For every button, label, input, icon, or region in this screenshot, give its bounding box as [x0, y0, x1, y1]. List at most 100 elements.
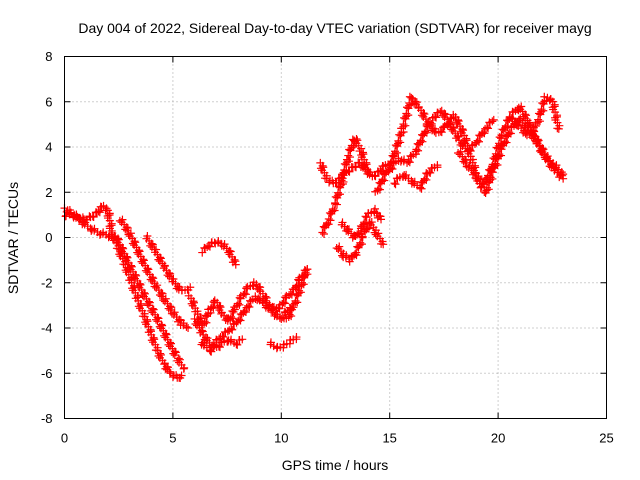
data-point: [432, 113, 441, 122]
series-arc-12: [318, 134, 373, 238]
data-point: [165, 367, 174, 376]
data-point: [340, 159, 349, 168]
data-point: [65, 210, 74, 219]
y-tick-label: 4: [45, 140, 52, 155]
data-point: [417, 184, 426, 193]
data-point: [391, 180, 400, 189]
series-arc-16: [385, 106, 498, 174]
data-point: [388, 165, 397, 174]
data-point: [404, 157, 413, 166]
data-point: [363, 165, 372, 174]
data-point: [416, 136, 425, 145]
data-point: [202, 318, 211, 327]
data-point: [344, 157, 353, 166]
data-point: [228, 314, 237, 323]
data-point: [528, 129, 537, 138]
data-point: [258, 297, 267, 306]
data-point: [407, 93, 416, 102]
data-point: [362, 213, 371, 222]
data-point: [210, 341, 219, 350]
data-point: [267, 306, 276, 315]
data-point: [324, 214, 333, 223]
data-point: [486, 173, 495, 182]
data-point: [495, 150, 504, 159]
axis-ticks: 0 5 10 15 20 25 -8 -6 -4 -2 0 2 4 6 8: [41, 49, 614, 446]
data-point: [405, 98, 414, 107]
data-point: [214, 342, 223, 351]
series-arc-13: [332, 218, 388, 266]
data-point: [235, 315, 244, 324]
data-point: [412, 145, 421, 154]
data-point: [502, 138, 511, 147]
data-point: [482, 183, 491, 192]
data-point: [527, 128, 536, 137]
y-tick-label: 6: [45, 94, 52, 109]
data-point: [430, 112, 439, 121]
x-tick-label: 25: [599, 431, 613, 446]
data-point: [326, 216, 335, 225]
data-point: [228, 325, 237, 334]
data-point: [390, 179, 399, 188]
data-point: [378, 175, 387, 184]
data-point: [416, 183, 425, 192]
data-point: [405, 158, 414, 167]
series-arc-5: [184, 265, 312, 330]
data-point: [436, 127, 445, 136]
data-point: [534, 115, 543, 124]
data-point: [553, 124, 562, 133]
data-point: [95, 208, 104, 217]
data-point: [246, 297, 255, 306]
data-point: [374, 184, 383, 193]
data-point: [554, 124, 563, 133]
data-point: [292, 333, 301, 342]
data-point: [399, 120, 408, 129]
series-arc-7: [197, 335, 247, 356]
data-point: [539, 106, 548, 115]
data-point: [88, 212, 97, 221]
data-point: [370, 171, 379, 180]
plot-frame: [64, 56, 607, 419]
data-point: [401, 121, 410, 130]
data-point: [205, 242, 214, 251]
data-point: [465, 146, 474, 155]
data-point: [364, 167, 373, 176]
y-tick-label: 8: [45, 49, 52, 64]
data-point: [473, 136, 482, 145]
data-point: [200, 317, 209, 326]
data-point: [182, 322, 191, 331]
chart-title: Day 004 of 2022, Sidereal Day-to-day VTE…: [78, 20, 591, 36]
data-point: [404, 111, 413, 120]
data-point: [235, 300, 244, 309]
data-point: [433, 161, 442, 170]
data-point: [347, 141, 356, 150]
data-point: [233, 340, 242, 349]
data-point: [421, 127, 430, 136]
data-point: [420, 174, 429, 183]
data-point: [245, 303, 254, 312]
data-point: [391, 147, 400, 156]
data-point: [218, 332, 227, 341]
data-point: [227, 312, 236, 321]
data-point: [231, 260, 240, 269]
data-point: [437, 128, 446, 137]
x-axis-label: GPS time / hours: [282, 457, 389, 473]
data-point: [291, 296, 300, 305]
data-points: [60, 92, 568, 383]
x-tick-label: 15: [382, 431, 396, 446]
data-point: [255, 285, 264, 294]
y-tick-label: -2: [41, 275, 53, 290]
data-point: [89, 213, 98, 222]
y-axis-label: SDTVAR / TECUs: [5, 182, 21, 294]
data-point: [425, 168, 434, 177]
data-point: [500, 137, 509, 146]
data-point: [402, 109, 411, 118]
data-point: [345, 257, 354, 266]
data-point: [422, 128, 431, 137]
data-point: [331, 178, 340, 187]
y-tick-label: -6: [41, 366, 53, 381]
data-point: [380, 176, 389, 185]
x-tick-label: 0: [61, 431, 68, 446]
data-point: [209, 297, 218, 306]
data-point: [387, 163, 396, 172]
data-point: [439, 123, 448, 132]
